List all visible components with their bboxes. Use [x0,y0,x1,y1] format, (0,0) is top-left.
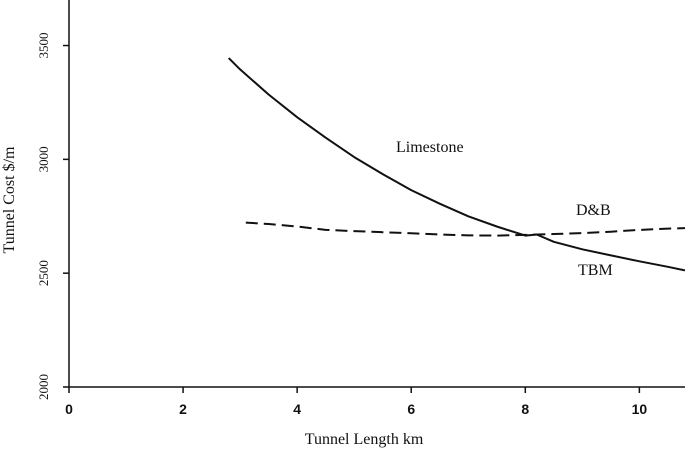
ticks: 0 2 4 6 8 10 2000 2500 3000 3500 [36,33,647,417]
series-lines [227,57,685,272]
y-tick-label: 3500 [36,33,51,59]
y-tick-label: 3000 [36,146,51,172]
axes [68,0,685,388]
series-line-solid [227,57,685,272]
series-line-dashed [245,221,685,237]
x-tick-label: 2 [179,401,187,417]
y-axis-label: Tunnel Cost $/m [1,146,18,254]
annotation-tbm: TBM [578,262,613,279]
x-tick-label: 8 [521,401,529,417]
annotation-d-and-b: D&B [576,202,611,219]
x-tick-label: 10 [632,401,648,417]
annotation-limestone: Limestone [396,139,464,156]
x-tick-label: 4 [293,401,301,417]
x-axis-label: Tunnel Length km [305,431,424,448]
y-tick-label: 2500 [36,260,51,286]
annotations: Limestone D&B TBM [396,139,613,279]
x-tick-label: 0 [65,401,73,417]
y-tick-label: 2000 [36,374,51,400]
x-tick-label: 6 [407,401,415,417]
